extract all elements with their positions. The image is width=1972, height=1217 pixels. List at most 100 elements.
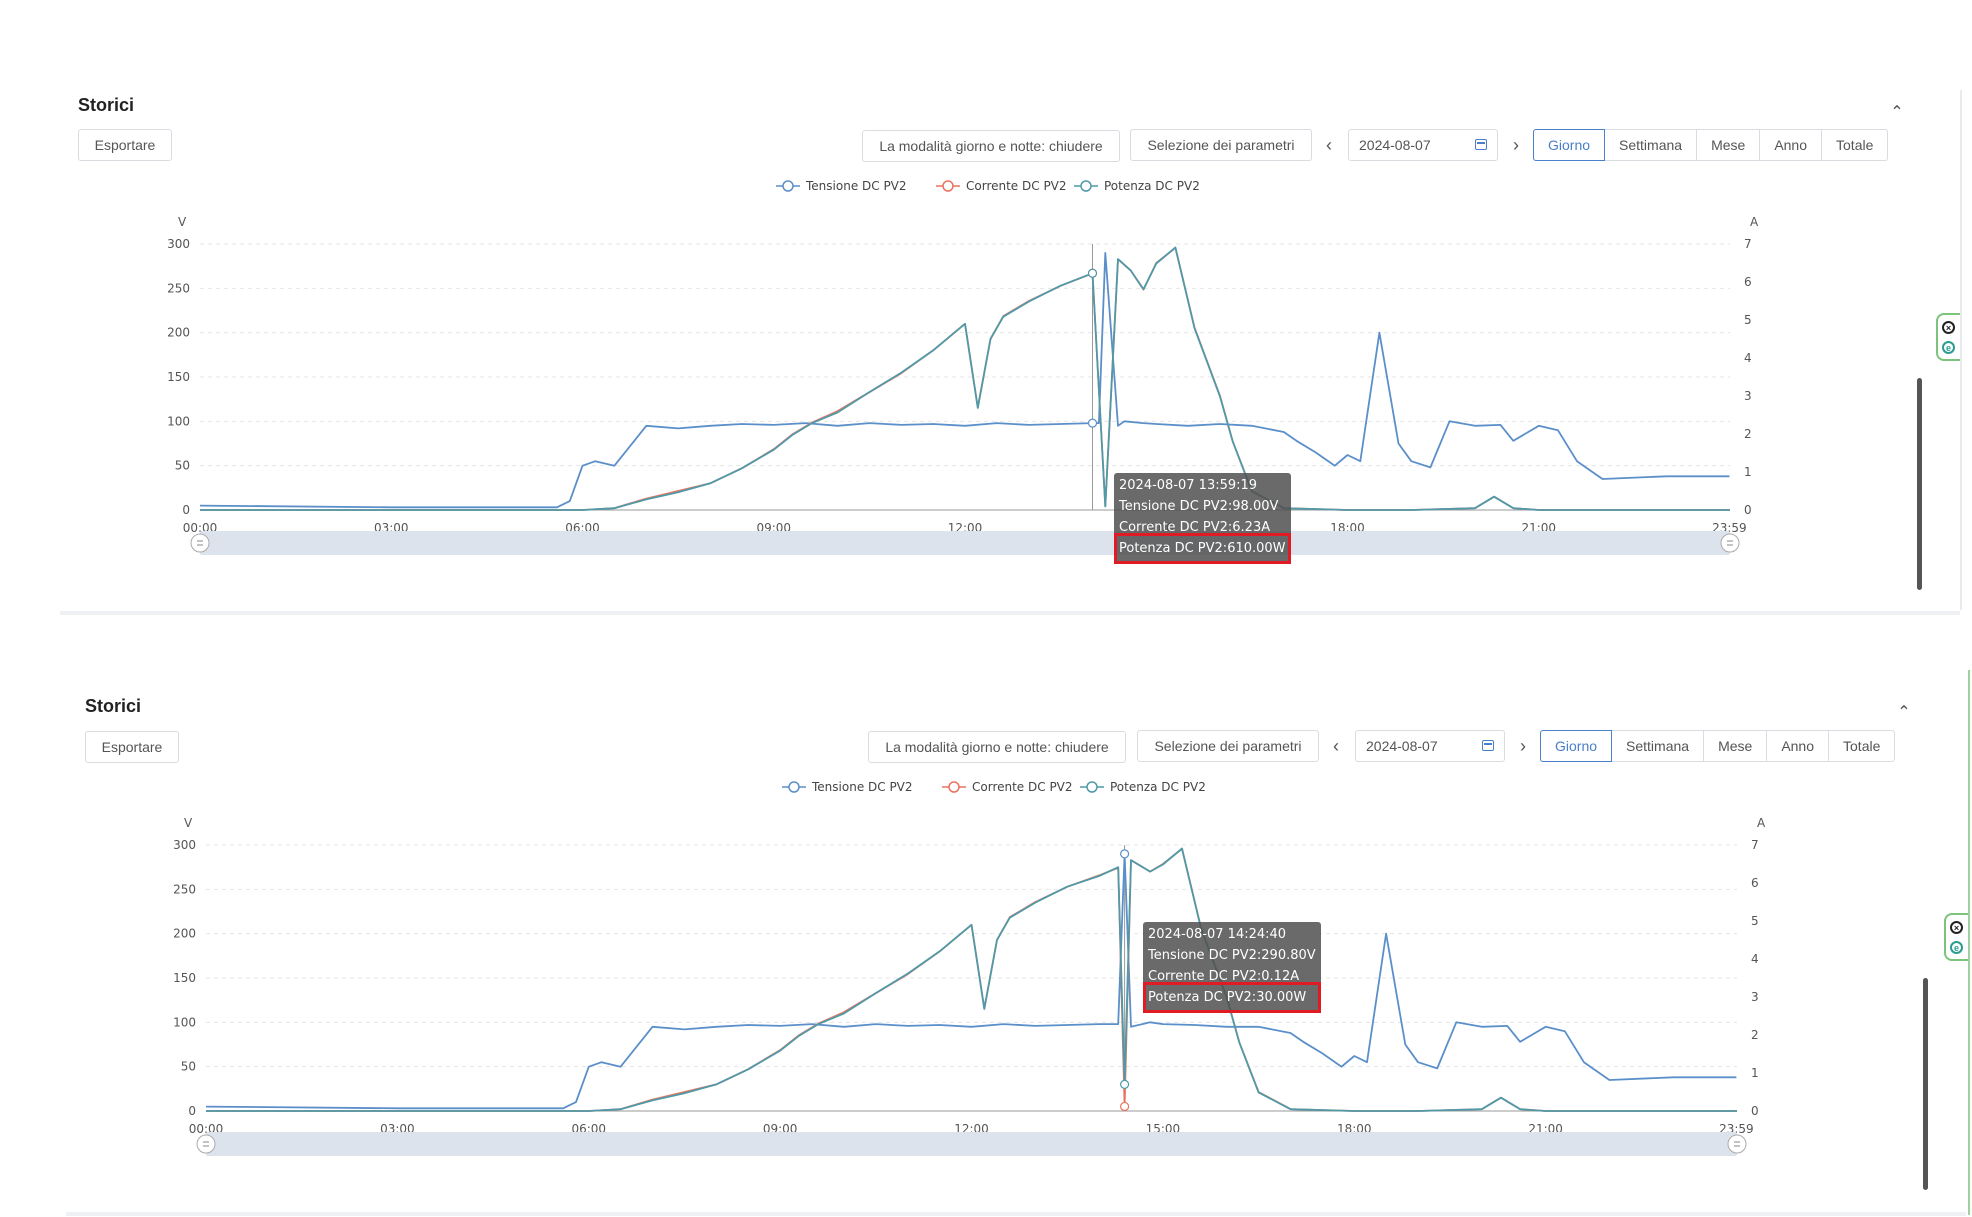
y-right-unit: A	[1757, 816, 1766, 830]
zoom-slider-track	[206, 1132, 1737, 1156]
legend-item: Potenza DC PV2	[1080, 780, 1206, 794]
tooltip-voltage: Tensione DC PV2:290.80V	[1148, 948, 1316, 963]
y-right-tick-label: 4	[1744, 351, 1752, 365]
chevron-right-icon[interactable]: ›	[1513, 135, 1519, 155]
close-circle-icon[interactable]: ×	[1950, 921, 1963, 934]
cursor-point	[1119, 1101, 1130, 1112]
tooltip-current: Corrente DC PV2:0.12A	[1148, 969, 1300, 984]
period-tab-day[interactable]: Giorno	[1540, 730, 1613, 762]
period-tab-month[interactable]: Mese	[1703, 730, 1768, 762]
panel-edge	[1960, 90, 1962, 610]
history-panel-1: Storici ⌃ Esportare La modalità giorno e…	[0, 0, 1972, 608]
chart-tooltip: 2024-08-07 14:24:40 Tensione DC PV2:290.…	[1143, 922, 1321, 1013]
period-tab-year[interactable]: Anno	[1766, 730, 1830, 762]
parameter-selection-button[interactable]: Selezione dei parametri	[1130, 129, 1312, 161]
scrollbar[interactable]	[1923, 978, 1928, 1190]
legend-item: Potenza DC PV2	[1074, 179, 1200, 193]
y-left-tick-label: 300	[173, 838, 196, 852]
chevron-left-icon[interactable]: ‹	[1333, 736, 1339, 756]
export-button[interactable]: Esportare	[78, 129, 172, 161]
cursor-point	[1119, 1079, 1130, 1089]
legend-label: Corrente DC PV2	[966, 179, 1067, 193]
legend-label: Potenza DC PV2	[1104, 179, 1200, 193]
legend-marker	[788, 781, 800, 793]
date-value: 2024-08-07	[1366, 738, 1438, 754]
zoom-slider-track	[200, 531, 1730, 555]
y-right-tick-label: 2	[1744, 427, 1752, 441]
panel-edge	[1968, 670, 1970, 1215]
legend-item: Corrente DC PV2	[936, 179, 1067, 193]
panel-divider	[60, 611, 1960, 615]
y-left-tick-label: 150	[173, 971, 196, 985]
y-right-tick-label: 7	[1751, 838, 1759, 852]
series-line-voltage	[205, 853, 1737, 1110]
y-right-tick-label: 2	[1751, 1028, 1759, 1042]
period-selector: Giorno Settimana Mese Anno Totale	[1533, 129, 1889, 161]
y-right-tick-label: 6	[1751, 876, 1759, 890]
y-left-tick-label: 250	[173, 882, 196, 896]
y-right-tick-label: 5	[1744, 313, 1752, 327]
y-right-tick-label: 3	[1751, 990, 1759, 1004]
y-right-tick-label: 1	[1751, 1066, 1759, 1080]
day-night-mode-button[interactable]: La modalità giorno e notte: chiudere	[868, 731, 1126, 763]
history-panel-2: Storici ⌃ Esportare La modalità giorno e…	[0, 600, 1972, 1208]
chevron-right-icon[interactable]: ›	[1520, 736, 1526, 756]
period-tab-total[interactable]: Totale	[1821, 129, 1889, 161]
legend-marker	[942, 180, 954, 192]
tooltip-current: Corrente DC PV2:6.23A	[1119, 520, 1271, 535]
close-circle-icon[interactable]: ×	[1942, 321, 1955, 334]
chevron-left-icon[interactable]: ‹	[1326, 135, 1332, 155]
cursor-point	[1087, 418, 1098, 428]
legend-marker	[782, 180, 794, 192]
calendar-icon[interactable]	[1482, 740, 1494, 751]
chart-tooltip: 2024-08-07 13:59:19 Tensione DC PV2:98.0…	[1114, 473, 1291, 564]
tooltip-time: 2024-08-07 13:59:19	[1119, 478, 1258, 493]
tooltip-voltage: Tensione DC PV2:98.00V	[1119, 499, 1279, 514]
scrollbar[interactable]	[1917, 378, 1922, 590]
y-right-unit: A	[1750, 215, 1759, 229]
zoom-slider-handle	[1720, 533, 1740, 553]
panel-divider	[66, 1212, 1966, 1216]
line-chart-2: Tensione DC PV2 Corrente DC PV2 Potenza DC…	[173, 780, 1766, 1156]
legend-label: Corrente DC PV2	[972, 780, 1073, 794]
legend-label: Tensione DC PV2	[805, 179, 907, 193]
date-picker[interactable]: 2024-08-07	[1355, 730, 1505, 762]
y-right-tick-label: 7	[1744, 237, 1752, 251]
cursor-point	[1087, 268, 1098, 278]
period-tab-month[interactable]: Mese	[1696, 129, 1761, 161]
y-left-tick-label: 0	[188, 1104, 196, 1118]
e-circle-icon[interactable]: e	[1942, 341, 1955, 354]
tooltip-power-highlighted: Potenza DC PV2:610.00W	[1114, 533, 1291, 564]
chevron-up-icon[interactable]: ⌃	[1890, 104, 1904, 121]
panel-title: Storici	[78, 95, 135, 115]
zoom-slider	[196, 1132, 1747, 1156]
legend-marker	[1080, 180, 1092, 192]
series-line-current	[206, 847, 1737, 1112]
period-tab-year[interactable]: Anno	[1759, 129, 1823, 161]
series-line-power	[200, 246, 1730, 511]
y-left-tick-label: 300	[167, 237, 190, 251]
side-floating-toolbar[interactable]: × e	[1944, 913, 1968, 961]
y-right-tick-label: 6	[1744, 275, 1752, 289]
y-left-tick-label: 100	[173, 1015, 196, 1029]
period-tab-week[interactable]: Settimana	[1611, 730, 1705, 762]
date-picker[interactable]: 2024-08-07	[1348, 129, 1498, 161]
period-tab-week[interactable]: Settimana	[1604, 129, 1698, 161]
chart-legend: Tensione DC PV2 Corrente DC PV2 Potenza DC…	[776, 179, 1200, 193]
calendar-icon[interactable]	[1475, 139, 1487, 150]
chevron-up-icon[interactable]: ⌃	[1897, 704, 1911, 721]
y-left-tick-label: 0	[182, 503, 190, 517]
legend-marker	[1086, 781, 1098, 793]
period-tab-day[interactable]: Giorno	[1533, 129, 1606, 161]
y-left-tick-label: 100	[167, 414, 190, 428]
chart-legend: Tensione DC PV2 Corrente DC PV2 Potenza DC…	[782, 780, 1206, 794]
day-night-mode-button[interactable]: La modalità giorno e notte: chiudere	[862, 130, 1120, 162]
export-button[interactable]: Esportare	[85, 731, 179, 763]
y-left-tick-label: 50	[181, 1060, 196, 1074]
e-circle-icon[interactable]: e	[1950, 941, 1963, 954]
period-tab-total[interactable]: Totale	[1828, 730, 1896, 762]
y-left-tick-label: 200	[173, 927, 196, 941]
side-floating-toolbar[interactable]: × e	[1936, 313, 1960, 361]
parameter-selection-button[interactable]: Selezione dei parametri	[1137, 730, 1319, 762]
line-chart-1: Tensione DC PV2 Corrente DC PV2 Potenza DC…	[167, 179, 1759, 555]
